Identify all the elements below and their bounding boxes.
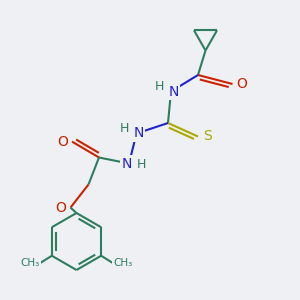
Text: N: N [122, 157, 132, 170]
Text: N: N [134, 127, 144, 140]
Text: H: H [120, 122, 129, 135]
Text: CH₃: CH₃ [21, 258, 40, 268]
Text: CH₃: CH₃ [113, 258, 132, 268]
Text: N: N [168, 85, 178, 98]
Text: O: O [57, 135, 68, 148]
Text: H: H [136, 158, 146, 172]
Text: H: H [154, 80, 164, 93]
Text: S: S [203, 130, 212, 143]
Text: O: O [237, 77, 248, 91]
Text: O: O [56, 201, 66, 214]
